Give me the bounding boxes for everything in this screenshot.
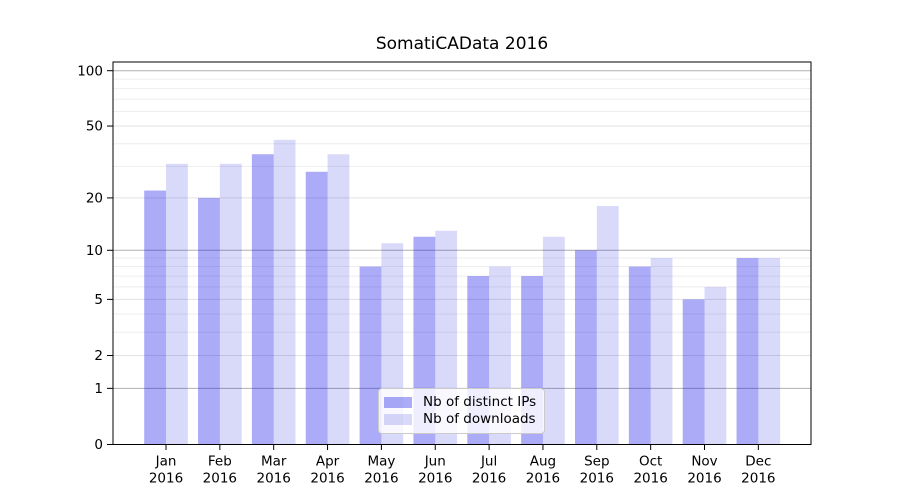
- x-tick-label-year: 2016: [633, 471, 667, 487]
- bar-distinct-ips: [198, 197, 220, 445]
- y-tick-label: 10: [86, 243, 103, 259]
- bar-downloads: [327, 154, 350, 445]
- x-tick-label-year: 2016: [364, 471, 398, 487]
- y-tick-label: 1: [94, 381, 103, 397]
- y-tick-label: 2: [94, 348, 103, 364]
- x-tick-label-year: 2016: [741, 471, 775, 487]
- x-tick-label-month: Nov: [691, 454, 717, 470]
- x-tick-label-year: 2016: [257, 471, 291, 487]
- bar-downloads: [596, 206, 619, 445]
- x-tick-label-month: Dec: [745, 454, 771, 470]
- x-tick-label-year: 2016: [310, 471, 344, 487]
- y-tick-label: 100: [77, 63, 103, 79]
- legend-row-distinct-ips: Nb of distinct IPs: [384, 393, 544, 410]
- x-tick-label-year: 2016: [418, 471, 452, 487]
- bar-downloads: [650, 258, 673, 445]
- bar-distinct-ips: [628, 266, 651, 445]
- x-tick-label-month: Jul: [480, 454, 497, 470]
- bar-distinct-ips: [359, 266, 382, 445]
- bar-downloads: [273, 139, 296, 445]
- bar-downloads: [166, 163, 188, 445]
- x-tick-label-year: 2016: [472, 471, 506, 487]
- bar-distinct-ips: [575, 250, 597, 445]
- bar-distinct-ips: [682, 299, 705, 445]
- x-tick-label-year: 2016: [526, 471, 560, 487]
- x-tick-label-year: 2016: [149, 471, 183, 487]
- x-tick-label-year: 2016: [580, 471, 614, 487]
- bar-distinct-ips: [305, 171, 328, 445]
- chart-legend: Nb of distinct IPs Nb of downloads: [378, 388, 545, 434]
- bar-distinct-ips: [736, 258, 759, 445]
- bar-downloads: [758, 258, 781, 445]
- bar-downloads: [219, 163, 242, 445]
- x-tick-label-year: 2016: [203, 471, 237, 487]
- legend-label-downloads: Nb of downloads: [423, 411, 536, 427]
- x-tick-label-month: May: [367, 454, 395, 470]
- x-tick-label-month: Apr: [316, 454, 340, 470]
- x-tick-label-month: Jun: [424, 454, 446, 470]
- legend-row-downloads: Nb of downloads: [384, 411, 544, 427]
- legend-swatch-downloads: [384, 414, 412, 426]
- x-tick-label-year: 2016: [687, 471, 721, 487]
- bar-downloads: [704, 286, 727, 445]
- chart-title: SomatiCAData 2016: [375, 34, 549, 54]
- y-tick-label: 0: [94, 437, 103, 453]
- bar-distinct-ips: [251, 154, 274, 445]
- y-tick-label: 5: [94, 292, 103, 308]
- legend-label-distinct-ips: Nb of distinct IPs: [423, 393, 537, 410]
- x-tick-label-month: Oct: [639, 454, 662, 470]
- bar-downloads: [542, 236, 565, 445]
- legend-swatch-distinct-ips: [384, 396, 412, 408]
- x-tick-label-month: Aug: [530, 454, 556, 470]
- x-tick-label-month: Feb: [208, 454, 232, 470]
- x-tick-label-month: Jan: [155, 454, 177, 470]
- x-tick-label-month: Mar: [261, 454, 287, 470]
- y-tick-label: 50: [86, 119, 103, 135]
- bar-distinct-ips: [144, 190, 166, 445]
- x-tick-label-month: Sep: [584, 454, 609, 470]
- y-tick-label: 20: [86, 191, 103, 207]
- plot-border: [112, 61, 812, 445]
